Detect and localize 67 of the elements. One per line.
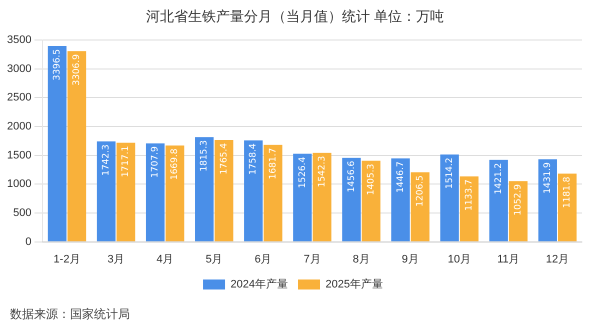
y-tick-label: 3500 [6, 34, 32, 46]
data-label: 1052.9 [514, 184, 524, 216]
data-label: 3396.5 [52, 48, 63, 80]
x-tick-label: 5月 [206, 253, 223, 266]
data-label: 3306.9 [72, 54, 82, 86]
bar [146, 143, 165, 242]
data-label: 1421.2 [494, 162, 504, 194]
data-label: 1405.3 [366, 164, 376, 196]
data-label: 1758.4 [248, 143, 259, 175]
bar [508, 181, 528, 242]
data-label: 1514.2 [444, 157, 455, 189]
source-note: 数据来源：国家统计局 [10, 306, 130, 323]
legend-label: 2024年产量 [230, 278, 288, 291]
bar [96, 141, 116, 242]
data-label: 1765.4 [219, 142, 230, 175]
bar [410, 172, 430, 242]
bar [116, 142, 136, 242]
x-tick-label: 3月 [107, 253, 125, 266]
x-tick-label: 9月 [402, 253, 419, 266]
data-label: 1742.3 [102, 144, 112, 176]
legend-label: 2025年产量 [326, 278, 383, 291]
data-label: 1707.9 [150, 146, 161, 178]
bar [244, 140, 263, 242]
bar [558, 174, 577, 242]
chart-title: 河北省生铁产量分月（当月值）统计 单位：万吨 [144, 8, 446, 26]
bar [489, 160, 508, 242]
data-label: 1526.4 [298, 156, 308, 188]
bar [214, 140, 234, 242]
y-tick-label: 2000 [6, 120, 32, 133]
data-label: 1206.5 [415, 175, 426, 207]
data-label: 1446.7 [396, 161, 406, 193]
bar [293, 154, 312, 242]
bar [440, 154, 459, 242]
bar [342, 158, 361, 242]
bar [460, 176, 479, 242]
bar [166, 146, 184, 242]
y-tick-label: 3000 [6, 62, 32, 75]
data-label: 1542.3 [317, 156, 328, 188]
data-label: 1456.6 [346, 160, 357, 192]
y-tick-label: 0 [25, 236, 32, 248]
x-tick-label: 7月 [304, 253, 321, 266]
x-tick-label: 8月 [352, 253, 370, 266]
x-tick-label: 1-2月 [54, 253, 80, 266]
y-tick-label: 500 [13, 207, 32, 220]
bar [362, 160, 380, 242]
bar [312, 152, 332, 242]
bar [538, 159, 557, 242]
data-label: 1181.8 [562, 176, 573, 208]
data-label: 1681.7 [268, 148, 278, 180]
data-label: 1815.3 [200, 140, 210, 172]
y-tick-label: 1500 [6, 149, 32, 162]
y-tick-label: 1000 [6, 178, 32, 190]
x-tick-label: 12月 [546, 253, 570, 266]
bar [195, 137, 214, 242]
bar [264, 144, 282, 242]
data-label: 1669.8 [170, 148, 180, 180]
data-label: 1133.7 [464, 179, 475, 211]
x-tick-label: 11月 [497, 253, 520, 266]
x-tick-label: 4月 [156, 253, 174, 266]
data-label: 1431.9 [543, 162, 554, 194]
y-tick-label: 2500 [6, 92, 32, 104]
x-tick-label: 10月 [448, 253, 472, 266]
x-tick-label: 6月 [254, 253, 272, 266]
bar [67, 51, 86, 242]
bar [391, 158, 410, 242]
data-label: 1717.1 [121, 146, 132, 178]
bar [48, 46, 67, 242]
